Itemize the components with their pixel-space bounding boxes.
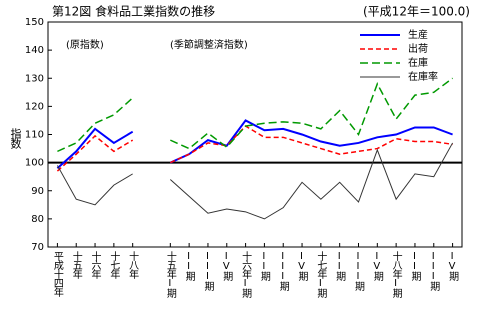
x-tick-label: 十五年 [70,250,82,280]
x-tick-label: III期 [202,251,214,292]
x-tick-label: 十七年I期 [315,250,327,299]
legend-label: 在庫率 [408,70,438,83]
y-tick-label: 70 [31,242,44,253]
chart-subtitle: (平成12年＝100.0) [363,5,470,19]
legend-label: 在庫 [408,56,428,69]
x-tick-label: III期 [428,251,440,292]
x-tick-label: 十六年 [89,250,101,280]
y-tick-label: 110 [25,130,44,141]
plot-frame [47,21,463,248]
y-tick-label: 90 [31,186,44,197]
series-line [57,77,454,153]
x-tick-label: 十六年I期 [240,250,252,299]
x-tick-label: IV期 [221,251,233,282]
y-tick-label: 150 [25,17,44,28]
x-tick-label: II期 [334,251,346,282]
x-tick-label: III期 [353,251,365,292]
annotation: (原指数) [66,38,104,51]
legend-label: 生産 [408,28,428,41]
x-tick-label: II期 [409,251,421,282]
x-tick-label: 十八年I期 [390,250,402,299]
series-line [56,119,453,169]
chart-title: 第12図 食料品工業指数の推移 [52,4,215,19]
x-tick-label: 十五年I期 [164,250,176,299]
legend-label: 出荷 [408,42,428,55]
y-tick-label: 130 [25,73,44,84]
x-tick-label: II期 [183,251,195,282]
x-tick-label: II期 [258,251,270,282]
y-tick-label: 100 [25,158,44,169]
x-tick-label: III期 [277,251,289,292]
series-line [56,142,454,220]
y-tick-label: 120 [25,101,44,112]
x-tick-label: 十七年 [108,250,120,280]
x-tick-label: 平成十四年 [51,251,63,298]
annotation: (季節調整済指数) [170,38,248,51]
x-tick-label: IV期 [447,251,459,282]
x-tick-label: IV期 [371,251,383,282]
y-tick-label: 80 [31,214,44,225]
x-tick-label: 十八年 [127,250,139,280]
y-axis-label: 指数 [9,127,22,150]
y-tick-label: 140 [25,45,44,56]
series-line [56,125,453,172]
x-tick-label: IV期 [296,251,308,282]
